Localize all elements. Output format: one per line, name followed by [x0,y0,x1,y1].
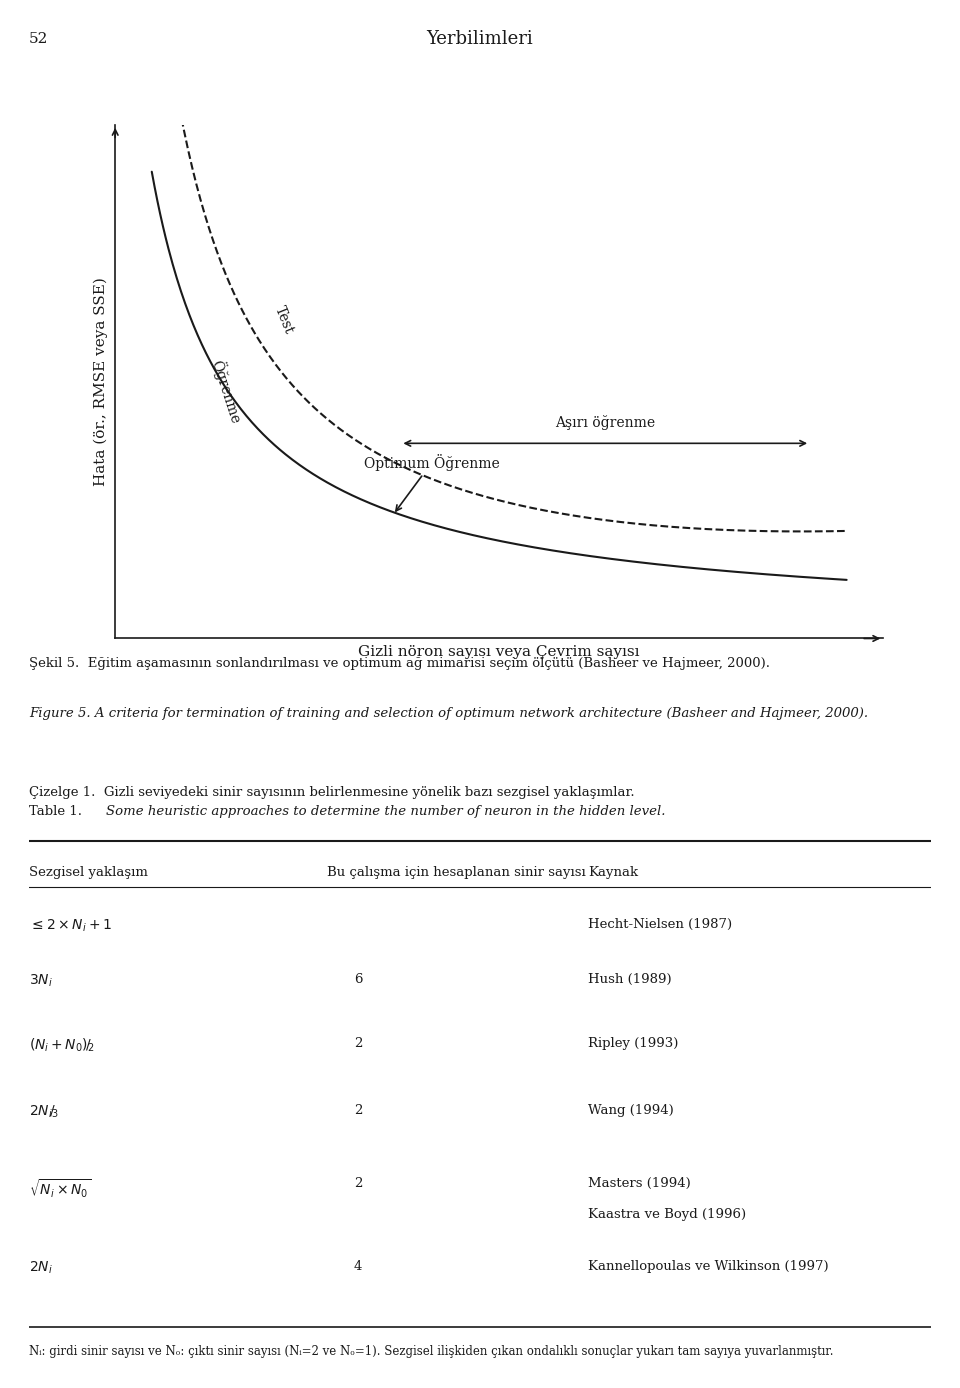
Text: Sezgisel yaklaşım: Sezgisel yaklaşım [29,866,148,879]
Text: $3N_i$: $3N_i$ [29,973,53,990]
Text: Aşırı öğrenme: Aşırı öğrenme [555,415,656,430]
Text: Kaynak: Kaynak [588,866,638,879]
Text: Yerbilimleri: Yerbilimleri [426,31,534,47]
Text: $2N_i\!/\!_3$: $2N_i\!/\!_3$ [29,1103,59,1120]
Text: Optimum Öğrenme: Optimum Öğrenme [364,454,499,511]
Text: Some heuristic approaches to determine the number of neuron in the hidden level.: Some heuristic approaches to determine t… [106,805,665,818]
Text: Hush (1989): Hush (1989) [588,973,672,985]
Text: $2N_i$: $2N_i$ [29,1260,53,1276]
Text: Ripley (1993): Ripley (1993) [588,1037,679,1049]
Text: 2: 2 [353,1037,362,1049]
Text: Wang (1994): Wang (1994) [588,1103,674,1117]
Text: Hecht-Nielsen (1987): Hecht-Nielsen (1987) [588,917,732,931]
Text: Kaastra ve Boyd (1996): Kaastra ve Boyd (1996) [588,1208,747,1221]
Text: $(N_i+N_0)\!/\!_2$: $(N_i+N_0)\!/\!_2$ [29,1037,95,1055]
Text: Şekil 5.  Eğitim aşamasının sonlandırılması ve optimum ağ mimarisi seçim ölçütü : Şekil 5. Eğitim aşamasının sonlandırılma… [29,658,770,670]
Y-axis label: Hata (ör., RMSE veya SSE): Hata (ör., RMSE veya SSE) [94,278,108,486]
Text: 52: 52 [29,32,48,46]
X-axis label: Gizli nöron sayısı veya Çevrim sayısı: Gizli nöron sayısı veya Çevrim sayısı [358,645,640,659]
Text: Figure 5. A criteria for termination of training and selection of optimum networ: Figure 5. A criteria for termination of … [29,706,868,720]
Text: 2: 2 [353,1177,362,1191]
Text: Masters (1994): Masters (1994) [588,1177,691,1191]
Text: Öğrenme: Öğrenme [208,358,245,426]
Text: Nᵢ: girdi sinir sayısı ve Nₒ: çıktı sinir sayısı (Nᵢ=2 ve Nₒ=1). Sezgisel ilişki: Nᵢ: girdi sinir sayısı ve Nₒ: çıktı sini… [29,1345,833,1359]
Text: Bu çalışma için hesaplanan sinir sayısı: Bu çalışma için hesaplanan sinir sayısı [326,866,586,879]
Text: $\sqrt{N_i\times N_0}$: $\sqrt{N_i\times N_0}$ [29,1177,91,1201]
Text: Test: Test [273,304,296,336]
Text: $\leq2\times N_i+1$: $\leq2\times N_i+1$ [29,917,111,934]
Text: Çizelge 1.  Gizli seviyedeki sinir sayısının belirlenmesine yönelik bazı sezgise: Çizelge 1. Gizli seviyedeki sinir sayısı… [29,787,635,799]
Text: 6: 6 [353,973,362,985]
Text: Table 1.: Table 1. [29,805,82,818]
Text: 4: 4 [353,1260,362,1273]
Text: 2: 2 [353,1103,362,1117]
Text: Kannellopoulas ve Wilkinson (1997): Kannellopoulas ve Wilkinson (1997) [588,1260,828,1273]
